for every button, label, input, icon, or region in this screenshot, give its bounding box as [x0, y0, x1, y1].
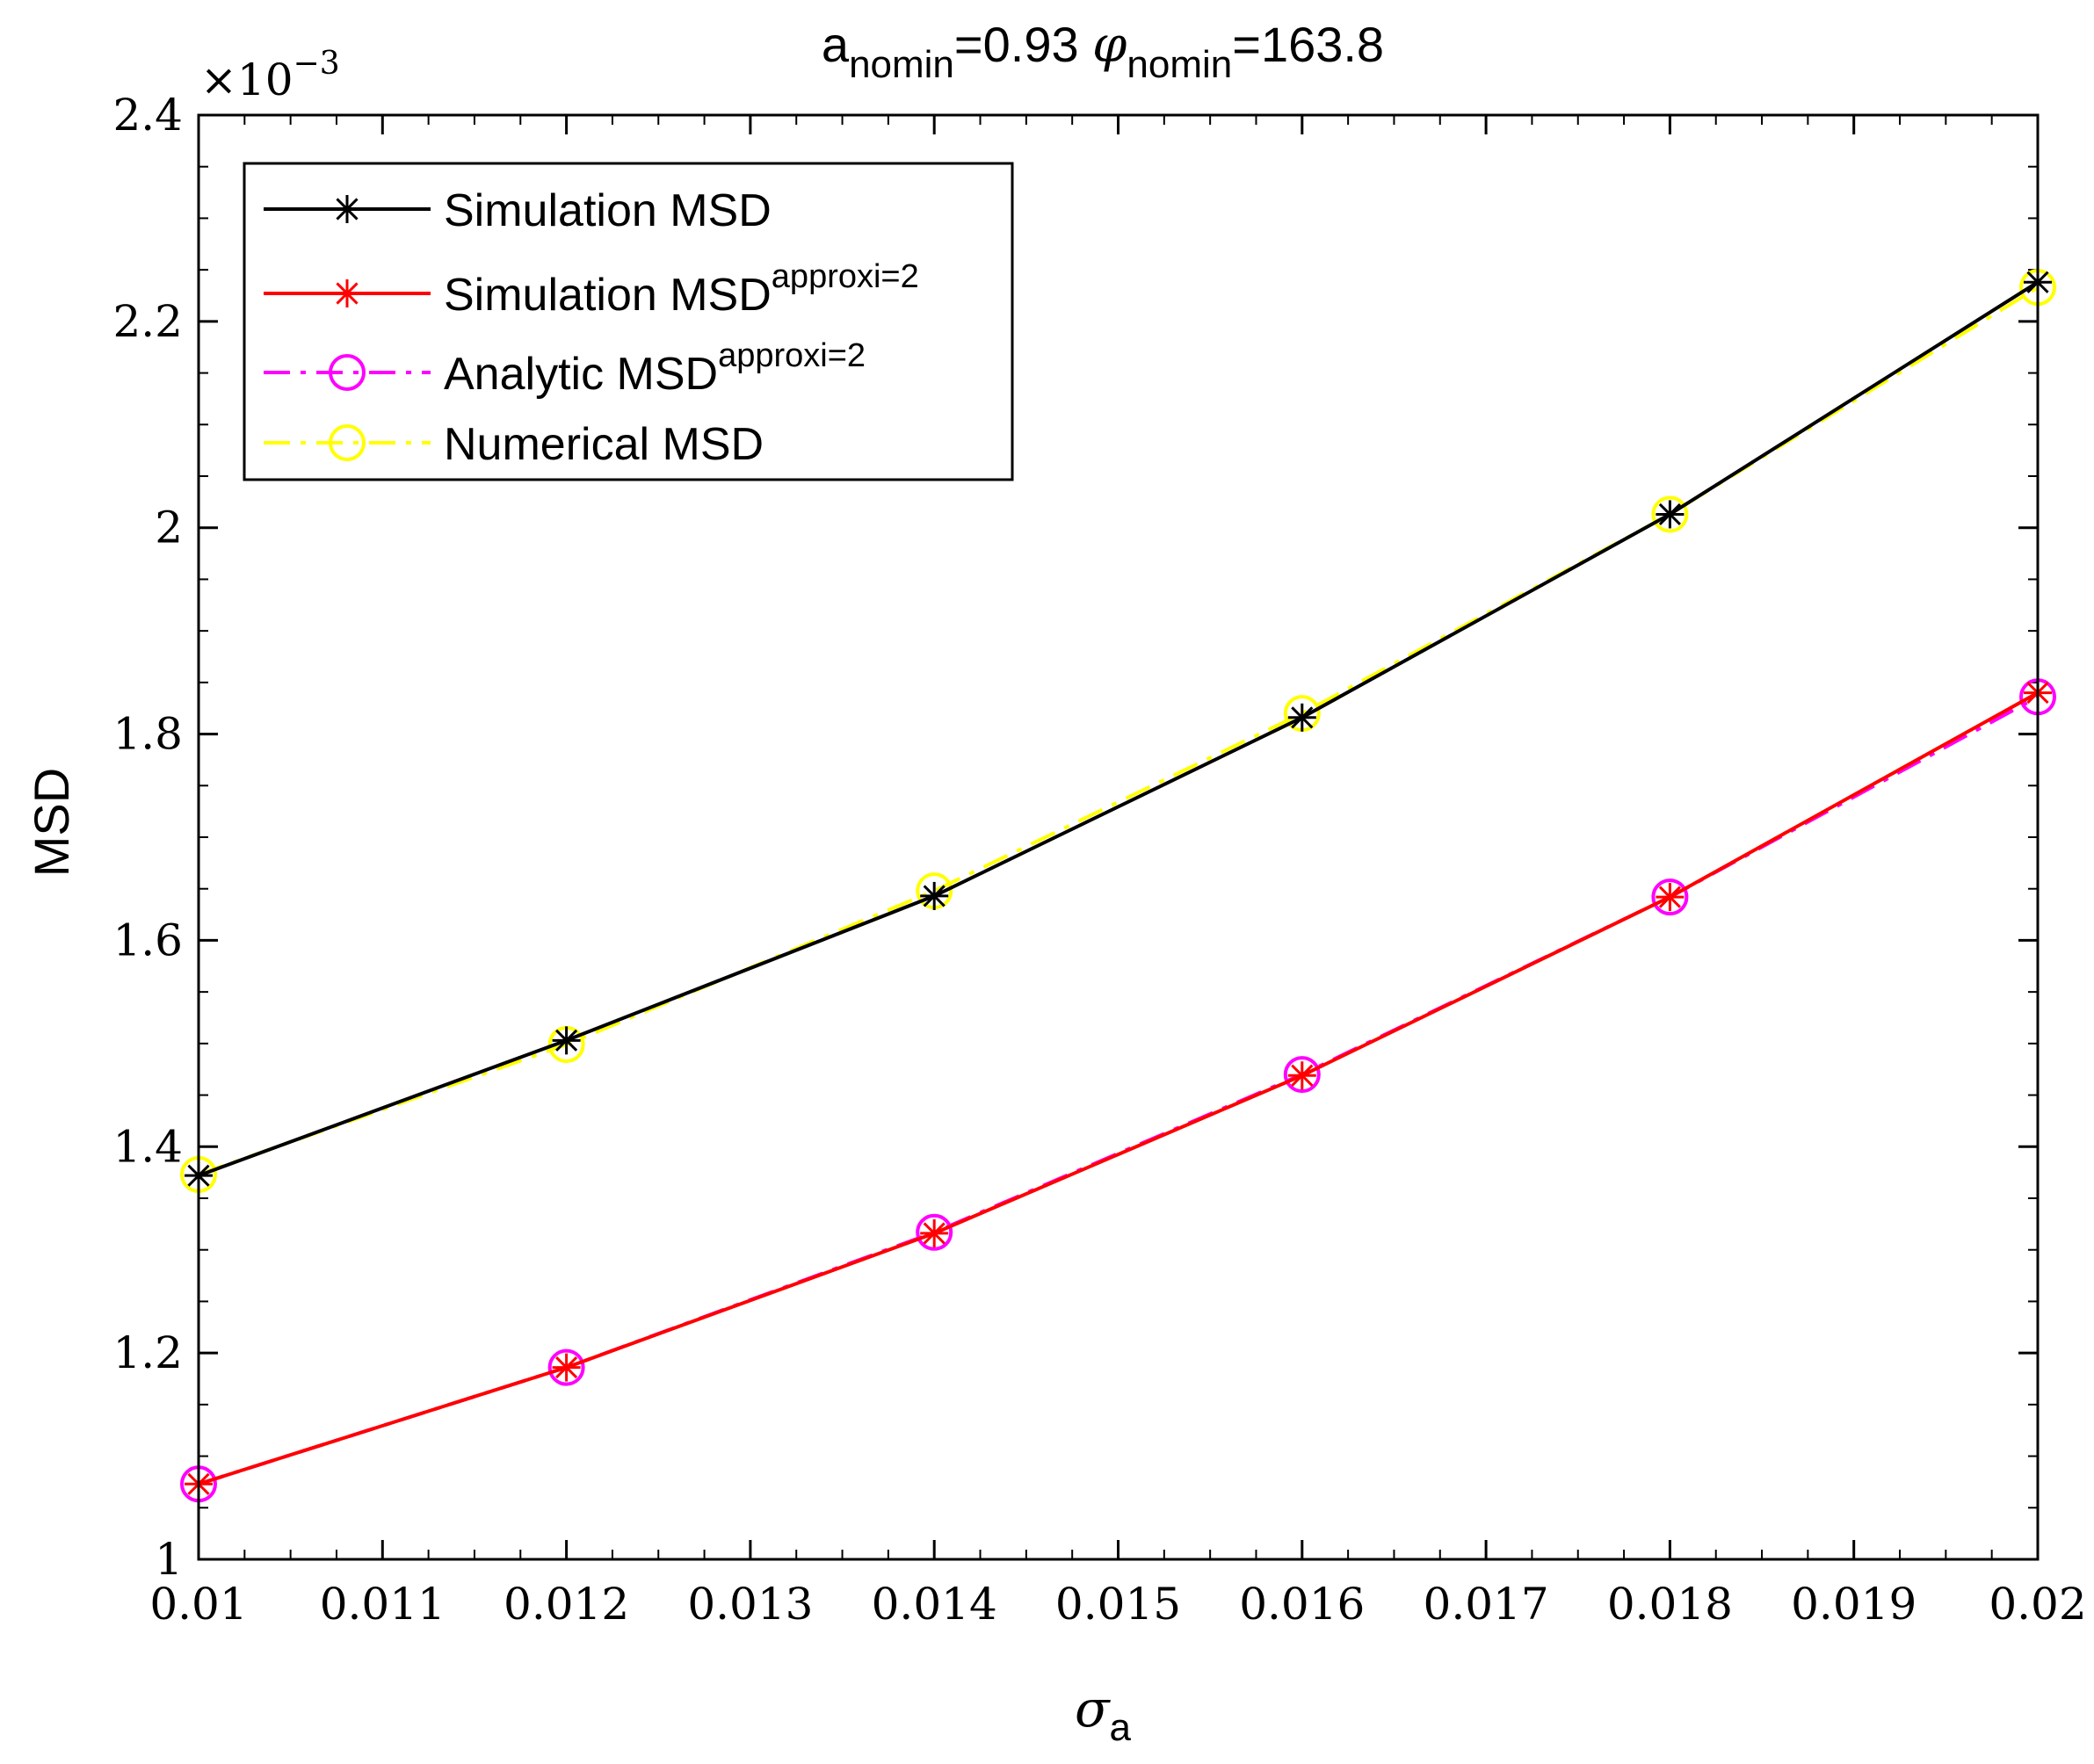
- y-tick-label: 2: [155, 502, 183, 553]
- x-tick-label: 0.019: [1791, 1579, 1916, 1630]
- legend-label: Simulation MSDapproxi=2: [444, 258, 919, 321]
- y-tick-label: 1.6: [112, 915, 183, 965]
- data-point: [916, 1213, 953, 1251]
- legend-entry: Analytic MSDapproxi=2: [264, 337, 866, 400]
- y-tick-label: 1.8: [112, 709, 183, 760]
- marker-stroke: [923, 885, 946, 907]
- data-point: [920, 1218, 949, 1247]
- title-sub-2: nomin: [1127, 43, 1232, 86]
- legend-label-text: Simulation MSD: [444, 270, 772, 321]
- x-tick-label: 0.018: [1607, 1579, 1733, 1630]
- data-point: [920, 881, 949, 910]
- x-axis-label: σa: [1075, 1679, 1132, 1749]
- title-end: =163.8: [1232, 17, 1384, 72]
- y-tick-label: 1: [155, 1534, 183, 1585]
- y-tick-label: 2.2: [112, 296, 183, 347]
- x-tick-label: 0.012: [504, 1579, 629, 1630]
- legend-label: Numerical MSD: [444, 419, 764, 470]
- marker-stroke: [555, 1029, 578, 1052]
- marker-stroke: [1291, 1064, 1314, 1087]
- legend-label-text: Numerical MSD: [444, 419, 764, 470]
- legend-label-sup: approxi=2: [718, 337, 866, 374]
- y-tick-label: 1.2: [112, 1327, 183, 1378]
- series-line: [198, 280, 2040, 1178]
- legend-marker: [333, 195, 361, 223]
- legend-label-text: Analytic MSD: [444, 349, 718, 400]
- marker-stroke: [1291, 706, 1314, 729]
- legend-entry: Simulation MSDapproxi=2: [264, 258, 919, 321]
- x-tick-label: 0.011: [320, 1579, 446, 1630]
- data-point: [552, 1026, 581, 1055]
- marker-circle: [1651, 495, 1689, 533]
- y-tick-label: 1.4: [112, 1121, 183, 1172]
- series-layer: [180, 268, 2056, 1503]
- data-point: [1651, 495, 1689, 533]
- marker-circle: [547, 1348, 585, 1386]
- data-point: [1656, 500, 1685, 529]
- x-label-sub: a: [1110, 1706, 1132, 1749]
- data-point: [1287, 703, 1316, 732]
- series-line: [198, 690, 2039, 1486]
- marker-stroke: [1658, 886, 1681, 908]
- marker-stroke: [336, 282, 359, 305]
- legend-label: Simulation MSD: [444, 185, 772, 236]
- marker-circle: [329, 424, 366, 461]
- tick-layer: 0.01 0.011 0.012 0.013 0.014 0.015 0.016 0.017 0…: [112, 90, 2086, 1630]
- series-1: [185, 678, 2052, 1499]
- data-point: [1651, 878, 1689, 916]
- chart-title: anomin=0.93 φnomin=163.8: [822, 17, 1384, 86]
- data-point: [1287, 1061, 1316, 1090]
- x-tick-label: 0.015: [1055, 1579, 1181, 1630]
- marker-stroke: [1658, 502, 1681, 526]
- plot-area-frame: [197, 113, 2040, 1561]
- legend-marker: [329, 424, 366, 461]
- y-multiplier: ×10−3: [200, 46, 340, 105]
- data-point: [1656, 883, 1685, 912]
- legend-label: Analytic MSDapproxi=2: [444, 337, 866, 400]
- legend-box: [243, 162, 1014, 481]
- title-a: a: [822, 17, 850, 72]
- title-mid: =0.93: [954, 17, 1092, 72]
- marker-circle: [1283, 1056, 1321, 1094]
- y-tick-label: 2.4: [112, 90, 183, 141]
- marker-circle: [1651, 878, 1689, 916]
- marker-circle: [916, 1213, 953, 1251]
- data-point: [547, 1348, 585, 1386]
- x-tick-label: 0.02: [1989, 1579, 2086, 1630]
- marker-stroke: [336, 198, 359, 220]
- marker-stroke: [555, 1356, 578, 1379]
- y-multiplier-base: ×10: [200, 54, 293, 105]
- legend-marker: [333, 279, 361, 307]
- x-tick-label: 0.013: [687, 1579, 813, 1630]
- x-tick-label: 0.016: [1239, 1579, 1365, 1630]
- y-axis-label: MSD: [24, 768, 79, 877]
- y-multiplier-exp: −3: [293, 46, 340, 82]
- legend-entry: Simulation MSD: [264, 185, 772, 236]
- marker-stroke: [923, 1222, 946, 1245]
- title-phi: φ: [1092, 17, 1127, 74]
- x-tick-label: 0.017: [1424, 1579, 1549, 1630]
- x-tick-label: 0.01: [149, 1579, 247, 1630]
- marker-circle: [329, 354, 366, 391]
- data-point: [552, 1353, 581, 1382]
- x-label-sigma: σ: [1075, 1679, 1111, 1739]
- data-point: [1283, 1056, 1321, 1094]
- title-sub-1: nomin: [849, 43, 954, 86]
- legend-label-sup: approxi=2: [772, 258, 919, 295]
- legend-marker: [329, 354, 366, 391]
- legend-label-text: Simulation MSD: [444, 185, 772, 236]
- legend-entry: Numerical MSD: [264, 419, 764, 470]
- x-tick-label: 0.014: [872, 1579, 997, 1630]
